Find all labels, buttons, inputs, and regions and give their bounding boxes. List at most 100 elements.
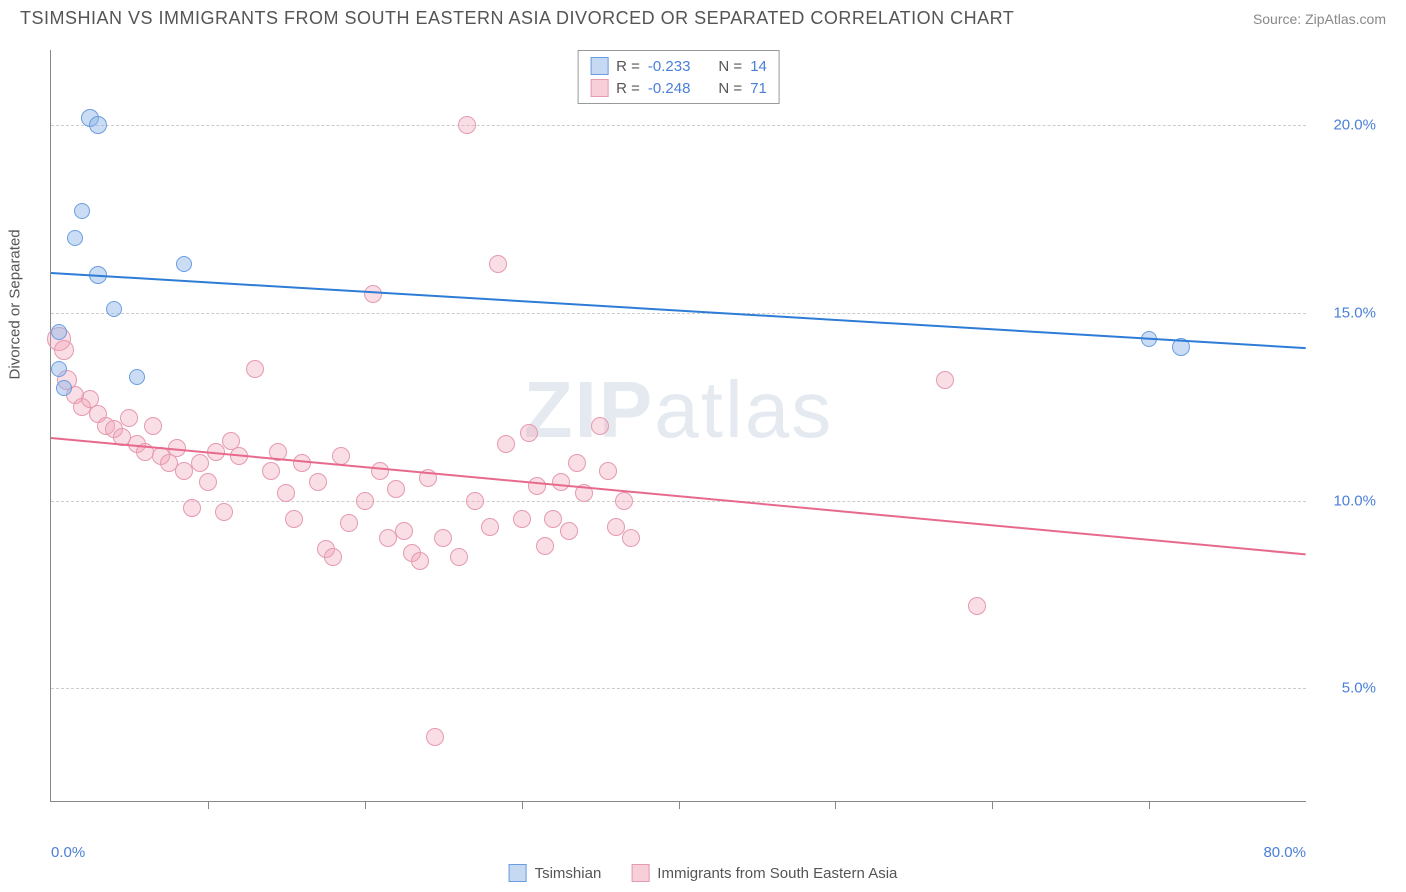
- scatter-point: [599, 462, 617, 480]
- chart-container: Divorced or Separated ZIPatlas R = -0.23…: [50, 50, 1386, 842]
- x-tick: [365, 801, 366, 809]
- scatter-point: [129, 369, 145, 385]
- scatter-point: [544, 510, 562, 528]
- scatter-point: [332, 447, 350, 465]
- scatter-point: [191, 454, 209, 472]
- watermark-zip: ZIP: [524, 365, 654, 454]
- x-tick: [1149, 801, 1150, 809]
- scatter-point: [262, 462, 280, 480]
- n-label: N =: [718, 58, 742, 75]
- scatter-point: [285, 510, 303, 528]
- stats-row: R = -0.233 N = 14: [590, 55, 767, 77]
- scatter-point: [364, 285, 382, 303]
- scatter-point: [89, 116, 107, 134]
- scatter-point: [51, 361, 67, 377]
- r-label: R =: [616, 80, 640, 97]
- scatter-point: [51, 324, 67, 340]
- scatter-point: [387, 480, 405, 498]
- scatter-point: [528, 477, 546, 495]
- x-tick-label: 80.0%: [1263, 844, 1306, 861]
- watermark-atlas: atlas: [654, 365, 833, 454]
- y-tick-label: 10.0%: [1316, 492, 1376, 509]
- scatter-point: [56, 380, 72, 396]
- legend-swatch: [631, 864, 649, 882]
- x-tick-label: 0.0%: [51, 844, 85, 861]
- scatter-point: [497, 435, 515, 453]
- scatter-point: [968, 597, 986, 615]
- scatter-point: [74, 203, 90, 219]
- gridline: [51, 501, 1306, 502]
- scatter-point: [591, 417, 609, 435]
- x-tick: [835, 801, 836, 809]
- scatter-point: [371, 462, 389, 480]
- n-value: 71: [750, 80, 767, 97]
- scatter-point: [466, 492, 484, 510]
- scatter-point: [324, 548, 342, 566]
- gridline: [51, 313, 1306, 314]
- legend-swatch: [590, 79, 608, 97]
- legend-item: Immigrants from South Eastern Asia: [631, 864, 897, 882]
- n-label: N =: [718, 80, 742, 97]
- scatter-point: [293, 454, 311, 472]
- scatter-point: [513, 510, 531, 528]
- scatter-point: [67, 230, 83, 246]
- stats-legend: R = -0.233 N = 14 R = -0.248 N = 71: [577, 50, 780, 104]
- scatter-point: [246, 360, 264, 378]
- scatter-point: [215, 503, 233, 521]
- scatter-point: [568, 454, 586, 472]
- chart-title: TSIMSHIAN VS IMMIGRANTS FROM SOUTH EASTE…: [20, 8, 1014, 29]
- y-tick-label: 20.0%: [1316, 117, 1376, 134]
- scatter-point: [106, 301, 122, 317]
- legend-label: Tsimshian: [535, 865, 602, 882]
- legend-swatch: [509, 864, 527, 882]
- y-tick-label: 5.0%: [1316, 680, 1376, 697]
- scatter-point: [340, 514, 358, 532]
- legend-label: Immigrants from South Eastern Asia: [657, 865, 897, 882]
- plot-area: ZIPatlas R = -0.233 N = 14 R = -0.248 N = 7…: [50, 50, 1306, 802]
- watermark: ZIPatlas: [524, 364, 833, 456]
- series-legend: Tsimshian Immigrants from South Eastern A…: [509, 864, 898, 882]
- x-tick: [522, 801, 523, 809]
- scatter-point: [520, 424, 538, 442]
- scatter-point: [176, 256, 192, 272]
- y-axis-label: Divorced or Separated: [7, 229, 24, 379]
- scatter-point: [183, 499, 201, 517]
- scatter-point: [560, 522, 578, 540]
- r-value: -0.248: [648, 80, 691, 97]
- trend-line: [51, 437, 1306, 555]
- x-tick: [992, 801, 993, 809]
- scatter-point: [622, 529, 640, 547]
- scatter-point: [552, 473, 570, 491]
- y-tick-label: 15.0%: [1316, 304, 1376, 321]
- scatter-point: [411, 552, 429, 570]
- x-tick: [208, 801, 209, 809]
- scatter-point: [458, 116, 476, 134]
- r-value: -0.233: [648, 58, 691, 75]
- scatter-point: [434, 529, 452, 547]
- scatter-point: [426, 728, 444, 746]
- legend-item: Tsimshian: [509, 864, 602, 882]
- scatter-point: [936, 371, 954, 389]
- stats-row: R = -0.248 N = 71: [590, 77, 767, 99]
- n-value: 14: [750, 58, 767, 75]
- scatter-point: [450, 548, 468, 566]
- legend-swatch: [590, 57, 608, 75]
- scatter-point: [199, 473, 217, 491]
- scatter-point: [615, 492, 633, 510]
- source-label: Source: ZipAtlas.com: [1253, 11, 1386, 27]
- scatter-point: [481, 518, 499, 536]
- scatter-point: [356, 492, 374, 510]
- scatter-point: [54, 340, 74, 360]
- scatter-point: [489, 255, 507, 273]
- scatter-point: [309, 473, 327, 491]
- scatter-point: [607, 518, 625, 536]
- x-tick: [679, 801, 680, 809]
- trend-line: [51, 272, 1306, 349]
- scatter-point: [120, 409, 138, 427]
- scatter-point: [144, 417, 162, 435]
- r-label: R =: [616, 58, 640, 75]
- scatter-point: [395, 522, 413, 540]
- scatter-point: [277, 484, 295, 502]
- scatter-point: [536, 537, 554, 555]
- gridline: [51, 125, 1306, 126]
